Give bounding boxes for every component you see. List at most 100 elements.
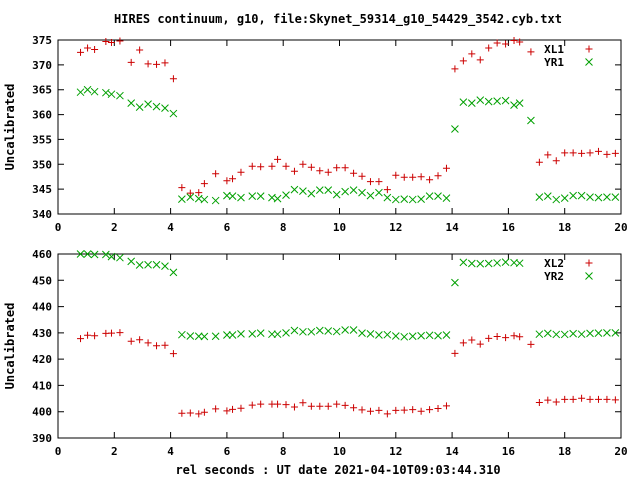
data-point	[451, 65, 459, 73]
data-point	[161, 104, 169, 112]
data-point	[611, 396, 619, 404]
data-point	[586, 193, 594, 201]
data-point	[178, 330, 186, 339]
data-point	[484, 97, 493, 106]
data-point	[535, 193, 544, 201]
data-point	[366, 191, 375, 200]
data-point	[178, 409, 186, 417]
data-point	[248, 401, 256, 409]
data-point	[594, 395, 602, 403]
data-point	[324, 402, 332, 410]
data-point	[107, 252, 116, 261]
data-point	[248, 162, 256, 170]
data-point	[333, 164, 341, 172]
x-tick-label: 10	[333, 221, 346, 234]
data-point	[324, 186, 333, 194]
data-point	[316, 167, 324, 175]
y-tick-label: 440	[32, 301, 52, 314]
data-point	[603, 150, 611, 158]
data-point	[516, 38, 524, 46]
data-point	[383, 193, 392, 202]
data-point	[274, 155, 282, 163]
data-point	[586, 329, 594, 338]
data-point	[153, 342, 161, 350]
data-point	[383, 330, 392, 339]
legend-marker	[585, 45, 593, 53]
x-tick-label: 20	[614, 221, 627, 234]
data-point	[603, 193, 611, 201]
data-point	[451, 125, 459, 133]
data-point	[383, 186, 391, 194]
x-tick-label: 2	[111, 221, 118, 234]
data-point	[248, 192, 257, 200]
data-point	[200, 180, 208, 188]
data-point	[493, 39, 501, 47]
x-tick-label: 18	[558, 445, 571, 458]
data-point	[274, 400, 282, 408]
data-point	[169, 109, 178, 118]
data-point	[603, 395, 611, 403]
data-point	[211, 196, 220, 205]
data-point	[493, 97, 501, 106]
legend-label: YR1	[544, 56, 564, 69]
data-point	[366, 407, 374, 415]
data-point	[375, 178, 383, 186]
data-point	[434, 405, 442, 413]
x-tick-label: 18	[558, 221, 571, 234]
x-tick-label: 20	[614, 445, 627, 458]
data-point	[76, 250, 85, 258]
legend-label: XL2	[544, 257, 564, 270]
data-point	[392, 406, 400, 414]
data-point	[577, 330, 586, 339]
data-point	[527, 340, 535, 348]
data-point	[383, 410, 391, 418]
data-point	[409, 406, 417, 414]
data-point	[299, 160, 307, 168]
data-point	[211, 332, 220, 341]
y-axis-label: Uncalibrated	[3, 303, 17, 390]
data-point	[152, 260, 161, 269]
data-point	[442, 194, 451, 202]
data-point	[161, 59, 169, 67]
data-point	[611, 149, 619, 157]
data-point	[102, 37, 110, 45]
data-point	[256, 329, 265, 337]
data-point	[161, 341, 169, 349]
data-point	[392, 171, 400, 179]
data-point	[127, 257, 136, 266]
data-point	[282, 401, 290, 409]
data-point	[135, 103, 144, 111]
x-tick-label: 14	[445, 445, 459, 458]
data-point	[324, 327, 333, 335]
data-point	[476, 340, 484, 348]
data-point	[273, 330, 282, 339]
data-point	[282, 191, 290, 199]
data-point	[349, 186, 358, 194]
data-point	[417, 331, 425, 340]
data-point	[561, 395, 569, 403]
data-point	[76, 88, 85, 97]
x-tick-label: 12	[389, 445, 402, 458]
data-point	[316, 402, 324, 410]
data-point	[358, 188, 366, 197]
y-tick-label: 360	[32, 109, 52, 122]
data-point	[476, 56, 484, 64]
data-point	[290, 185, 299, 194]
bottom-plot: 0 2 4 6 8 10 12 14 16 18 20 390 400 410 420 430 440 450 46…	[3, 248, 628, 458]
data-point	[223, 177, 231, 185]
data-point	[552, 195, 561, 204]
data-point	[299, 187, 307, 195]
data-point	[91, 332, 99, 340]
data-point	[169, 268, 178, 277]
data-point	[178, 195, 186, 203]
data-point	[107, 90, 116, 99]
data-point	[315, 326, 324, 335]
data-point	[434, 172, 442, 180]
data-point	[417, 195, 425, 203]
data-point	[476, 259, 485, 268]
data-point	[425, 331, 434, 340]
data-point	[107, 329, 115, 337]
data-point	[116, 91, 124, 100]
data-point	[611, 193, 620, 201]
data-point	[299, 327, 307, 336]
